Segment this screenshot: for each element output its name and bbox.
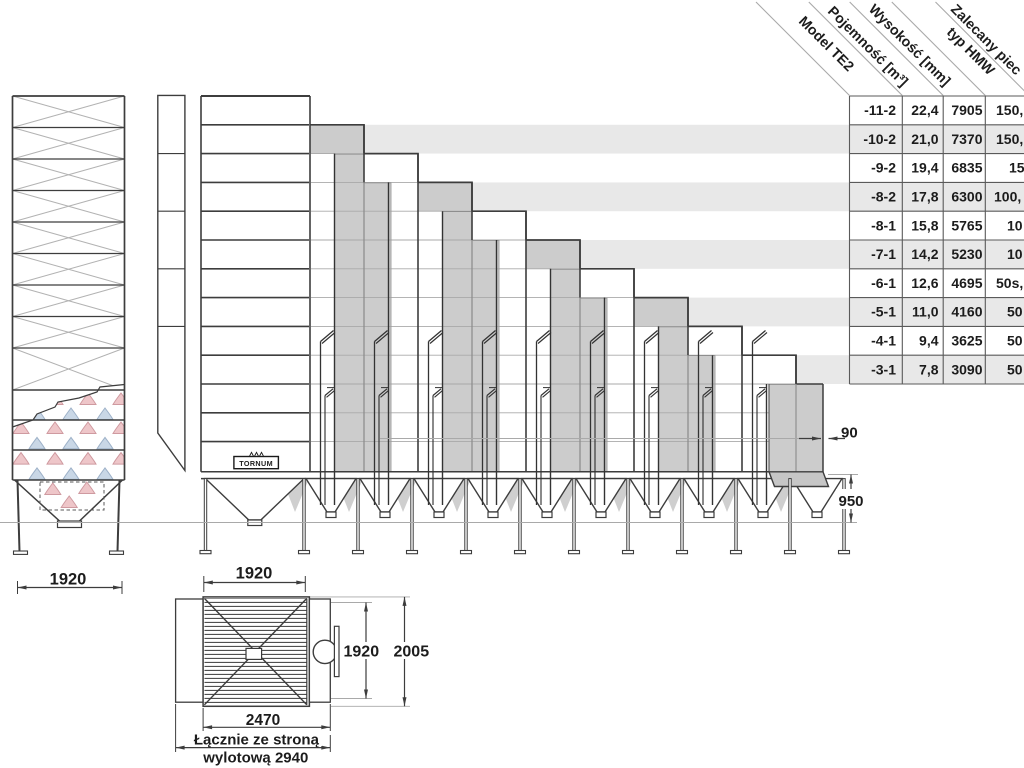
svg-text:7,8: 7,8 [919,361,939,377]
svg-text:4160: 4160 [951,304,982,320]
svg-text:100,: 100, [994,189,1021,205]
svg-text:19,4: 19,4 [911,160,938,176]
svg-text:15: 15 [1009,160,1024,176]
svg-text:12,6: 12,6 [911,275,938,291]
svg-text:1920: 1920 [236,565,273,583]
svg-text:11,0: 11,0 [912,304,939,320]
svg-text:6300: 6300 [951,189,982,205]
svg-text:50: 50 [1007,361,1023,377]
svg-text:950: 950 [838,493,863,510]
svg-text:2005: 2005 [394,644,430,661]
svg-text:wylotową 2940: wylotową 2940 [202,749,308,766]
svg-text:-10-2: -10-2 [863,131,896,147]
svg-text:9,4: 9,4 [919,333,939,349]
svg-text:50s,: 50s, [996,275,1023,291]
svg-text:-8-1: -8-1 [871,217,896,233]
svg-text:3625: 3625 [951,333,982,349]
svg-text:21,0: 21,0 [911,131,938,147]
svg-text:14,2: 14,2 [911,246,938,262]
svg-text:-5-1: -5-1 [871,304,896,320]
svg-text:150,: 150, [996,131,1023,147]
svg-text:1920: 1920 [50,570,87,588]
svg-text:-11-2: -11-2 [864,102,896,118]
svg-text:6835: 6835 [951,160,982,176]
svg-text:Łącznie ze stroną: Łącznie ze stroną [194,731,320,748]
svg-text:4695: 4695 [951,275,982,291]
svg-text:2470: 2470 [246,712,280,729]
svg-text:50: 50 [1007,304,1023,320]
svg-text:17,8: 17,8 [911,189,938,205]
svg-text:-7-1: -7-1 [871,246,896,262]
svg-text:22,4: 22,4 [911,102,938,118]
svg-text:-6-1: -6-1 [871,275,896,291]
svg-text:10: 10 [1007,217,1023,233]
svg-text:150,: 150, [996,102,1023,118]
svg-text:15,8: 15,8 [911,217,938,233]
svg-text:-8-2: -8-2 [871,189,896,205]
svg-text:3090: 3090 [951,361,982,377]
svg-text:50: 50 [1007,333,1023,349]
svg-text:5765: 5765 [951,217,982,233]
svg-text:-4-1: -4-1 [871,333,896,349]
svg-text:-3-1: -3-1 [871,361,896,377]
svg-text:TORNUM: TORNUM [239,459,273,468]
svg-text:10: 10 [1007,246,1023,262]
svg-text:90: 90 [841,425,858,442]
svg-text:7370: 7370 [951,131,982,147]
svg-text:-9-2: -9-2 [871,160,896,176]
svg-text:7905: 7905 [951,102,982,118]
svg-text:5230: 5230 [951,246,982,262]
svg-text:1920: 1920 [344,644,380,661]
